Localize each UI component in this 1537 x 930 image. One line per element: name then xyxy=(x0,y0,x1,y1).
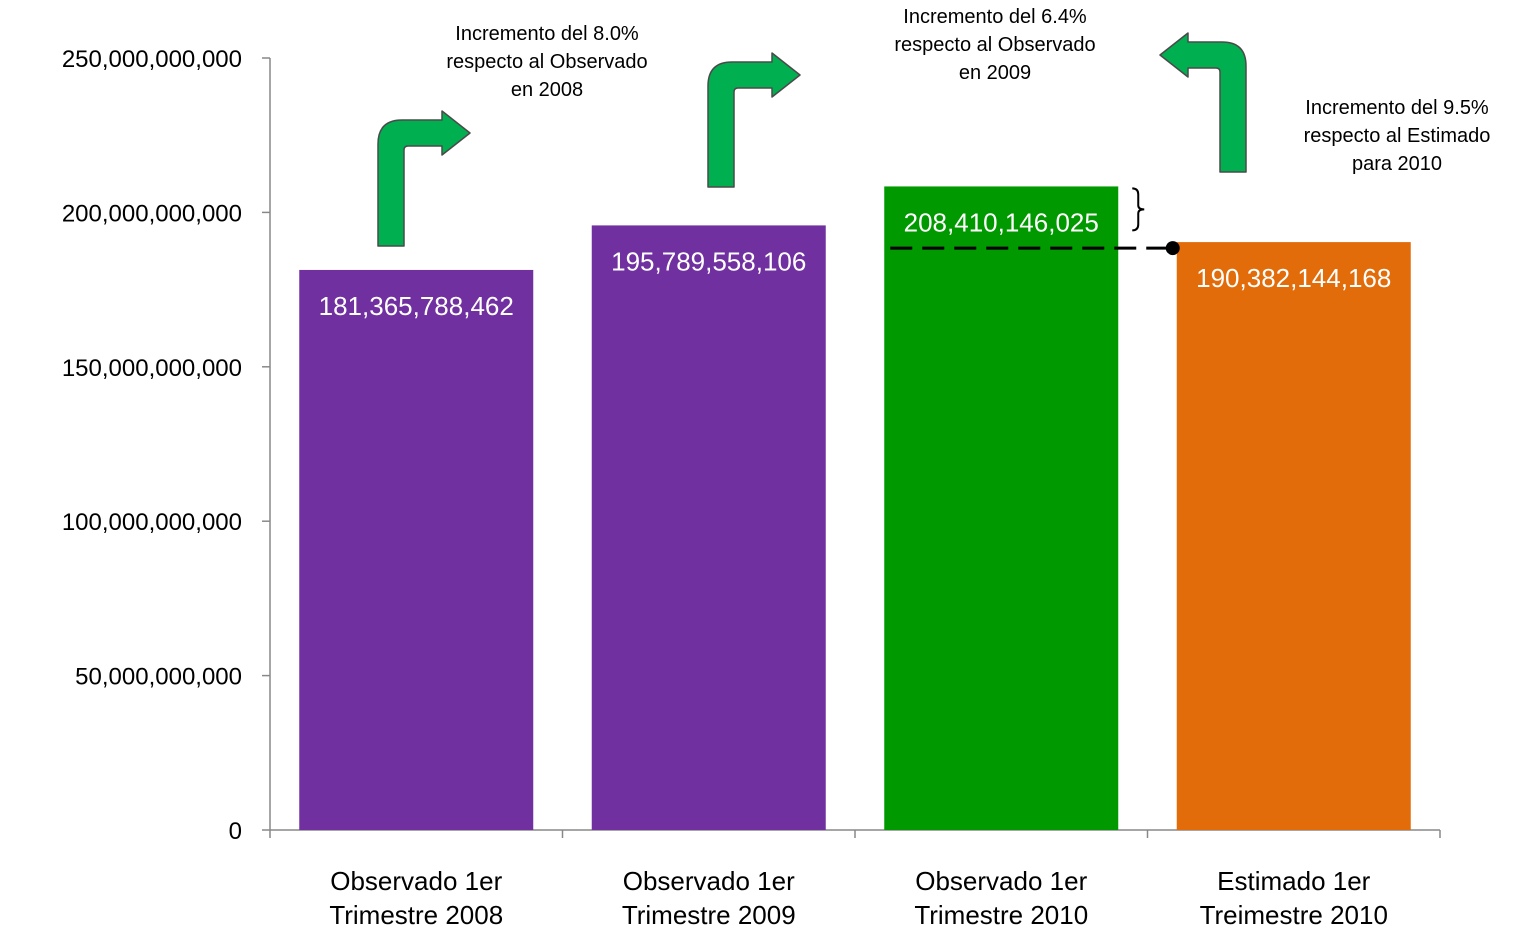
x-tick-label-line: Observado 1er xyxy=(623,866,795,896)
annotation-text: Incremento del 9.5% respecto al Estimado p… xyxy=(1304,97,1491,175)
x-tick-label-line: Observado 1er xyxy=(915,866,1087,896)
x-tick-label-line: Estimado 1er xyxy=(1217,866,1371,896)
y-tick-label: 250,000,000,000 xyxy=(62,46,242,73)
y-tick-label: 50,000,000,000 xyxy=(75,664,242,691)
annotations: Incremento del 8.0% respecto al Observado… xyxy=(446,6,1490,175)
annotation-line: respecto al Observado xyxy=(894,34,1095,56)
bar xyxy=(591,225,826,830)
bar-labels: 181,365,788,462 195,789,558,106 208,410,14… xyxy=(319,207,1392,321)
annotation-line: en 2008 xyxy=(511,79,583,101)
annotation-line: Incremento del 9.5% xyxy=(1305,97,1489,119)
annotation-line: para 2010 xyxy=(1352,153,1442,175)
x-tick-label-line: Observado 1er xyxy=(330,866,502,896)
x-tick-label-line: Trimestre 2010 xyxy=(914,900,1088,930)
y-tick-label: 150,000,000,000 xyxy=(62,355,242,382)
bar xyxy=(299,269,534,830)
bar-value-label: 195,789,558,106 xyxy=(611,246,806,276)
difference-brace xyxy=(1132,187,1145,232)
annotation-line: Incremento del 6.4% xyxy=(903,6,1087,28)
growth-arrow-2009 xyxy=(707,52,801,188)
annotation-text: Incremento del 8.0% respecto al Observado… xyxy=(446,23,647,101)
y-tick-label: 100,000,000,000 xyxy=(62,509,242,536)
growth-arrows xyxy=(377,32,1247,247)
bar-value-label: 208,410,146,025 xyxy=(904,207,1099,237)
annotation-line: Incremento del 8.0% xyxy=(455,23,639,45)
annotation-line: respecto al Observado xyxy=(446,51,647,73)
bar-value-label: 190,382,144,168 xyxy=(1196,263,1391,293)
x-tick-label-line: Trimestre 2008 xyxy=(329,900,503,930)
x-tick-label-line: Trimestre 2009 xyxy=(622,900,796,930)
x-tick-label: Observado 1er Trimestre 2008 xyxy=(329,866,503,930)
y-tick-label: 200,000,000,000 xyxy=(62,200,242,227)
x-tick-label: Observado 1er Trimestre 2010 xyxy=(914,866,1088,930)
growth-arrow-2010 xyxy=(1159,32,1247,173)
x-tick-label: Observado 1er Trimestre 2009 xyxy=(622,866,796,930)
bar xyxy=(884,186,1119,831)
estimate-marker xyxy=(1165,241,1180,256)
annotation-line: en 2009 xyxy=(959,62,1031,84)
annotation-text: Incremento del 6.4% respecto al Observado… xyxy=(894,6,1095,84)
growth-arrow-2008 xyxy=(377,110,471,247)
bar-value-label: 181,365,788,462 xyxy=(319,291,514,321)
annotation-line: respecto al Estimado xyxy=(1304,125,1491,147)
x-tick-label-line: Treimestre 2010 xyxy=(1200,900,1388,930)
estimate-reference xyxy=(890,187,1180,256)
y-axis: 0 50,000,000,000 100,000,000,000 150,000,00… xyxy=(62,46,271,845)
bars xyxy=(299,186,1411,831)
y-tick-label: 0 xyxy=(229,818,242,845)
bar xyxy=(1176,242,1411,830)
x-tick-label: Estimado 1er Treimestre 2010 xyxy=(1200,866,1388,930)
